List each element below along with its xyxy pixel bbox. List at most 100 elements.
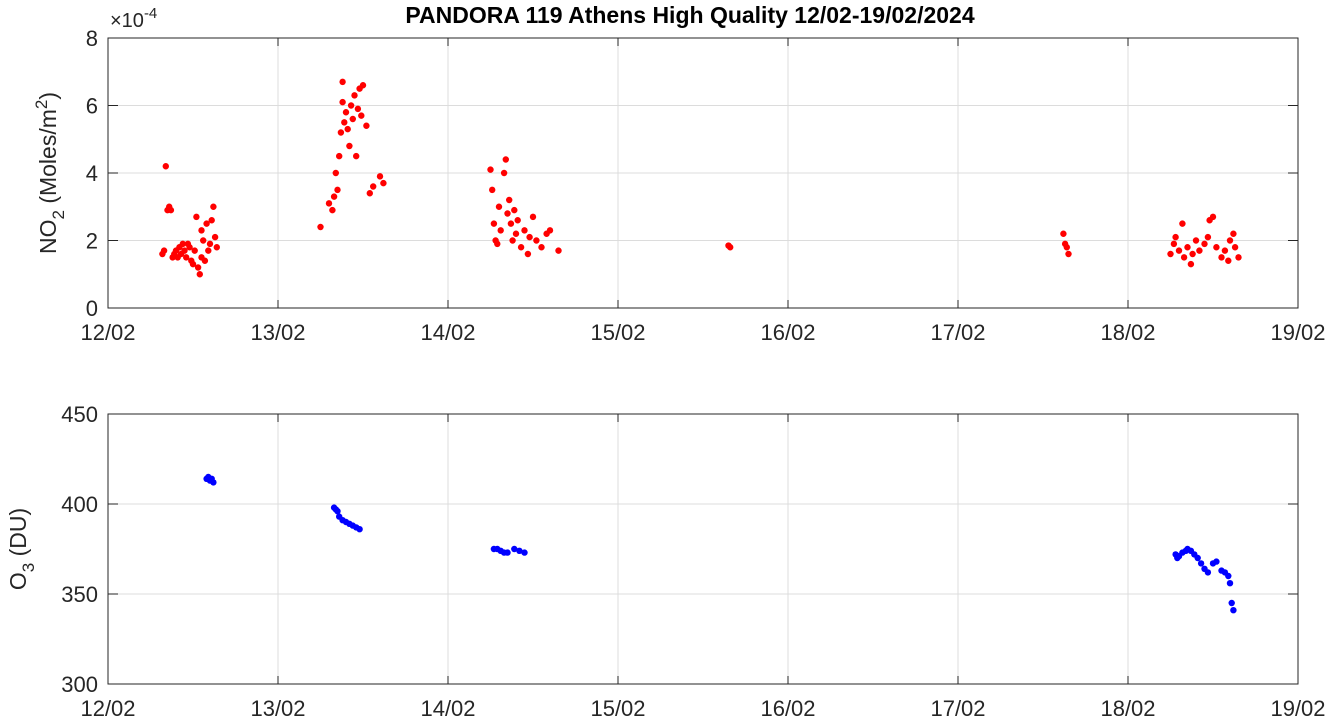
no2-data-point — [1209, 213, 1217, 221]
no2-data-point — [339, 98, 346, 106]
no2-data-point — [1221, 247, 1229, 254]
no2-grid — [108, 38, 1298, 308]
o3-data-point — [1225, 572, 1232, 580]
no2-data-point — [1218, 254, 1225, 261]
no2-data-point — [533, 237, 540, 244]
no2-y-label-sub: 2 — [49, 210, 68, 219]
no2-data-point — [210, 203, 217, 210]
no2-data-point — [512, 230, 520, 237]
no2-data-point — [353, 152, 360, 160]
no2-data-point — [1063, 244, 1071, 251]
o3-data-point — [1204, 569, 1212, 576]
no2-data-point — [1179, 220, 1186, 227]
no2-data-point — [336, 152, 343, 160]
no2-data-point — [349, 115, 356, 123]
no2-data-point — [1189, 250, 1196, 258]
o3-data-point — [1194, 554, 1201, 562]
no2-y-axis-label: NO2 (Moles/m2) — [32, 92, 68, 254]
no2-y-tick-label: 0 — [86, 296, 98, 321]
no2-data-point — [366, 190, 373, 197]
o3-data-point — [1197, 560, 1205, 567]
no2-data-point — [334, 186, 341, 194]
o3-data-point — [1228, 599, 1235, 607]
no2-x-tick-label: 16/02 — [760, 320, 815, 345]
no2-data-point — [1231, 244, 1239, 251]
o3-x-tick-label: 18/02 — [1100, 696, 1155, 721]
no2-data-point — [1172, 233, 1179, 241]
no2-data-point — [524, 250, 532, 258]
no2-data-point — [167, 206, 175, 214]
no2-exponent-prefix: ×10 — [110, 10, 144, 32]
no2-data-point — [347, 102, 355, 109]
no2-data-point — [526, 233, 533, 241]
no2-data-point — [183, 254, 190, 261]
no2-data-point — [346, 142, 353, 150]
o3-plot-frame — [107, 413, 1299, 685]
no2-data-point — [500, 169, 508, 177]
no2-data-point — [555, 247, 562, 254]
no2-panel: 12/02 13/02 14/02 15/02 16/02 17/02 18/02 19/02… — [32, 5, 1326, 345]
no2-y-label-units: (Moles/m — [35, 109, 61, 210]
o3-ticks: 12/02 13/02 14/02 15/02 16/02 17/02 18/02 19/02… — [61, 402, 1325, 721]
no2-data-point — [198, 227, 205, 234]
no2-data-point — [205, 247, 212, 254]
no2-data-point — [189, 260, 197, 268]
no2-data-point — [1184, 244, 1191, 251]
o3-data-point — [511, 545, 518, 553]
no2-data-point — [502, 156, 509, 163]
no2-data-point — [332, 169, 339, 177]
chart-title: PANDORA 119 Athens High Quality 12/02-19… — [405, 2, 974, 28]
no2-data-point — [160, 247, 168, 254]
o3-data-point — [1213, 558, 1220, 565]
no2-x-tick-label: 13/02 — [250, 320, 305, 345]
no2-data-point — [727, 244, 734, 251]
o3-data-point — [356, 526, 363, 533]
no2-x-tick-label: 14/02 — [420, 320, 475, 345]
no2-data-point — [521, 227, 528, 234]
no2-exponent: ×10-4 — [110, 5, 157, 32]
o3-data-point — [1226, 580, 1234, 587]
o3-y-label-main: O — [5, 572, 31, 590]
no2-data-point — [529, 213, 537, 221]
o3-y-tick-label: 450 — [61, 402, 98, 427]
no2-data-point — [487, 166, 494, 173]
no2-data-point — [337, 129, 345, 136]
no2-data-point — [509, 237, 516, 244]
no2-data-point — [186, 244, 193, 251]
o3-data-point — [504, 549, 511, 556]
o3-plot-area — [108, 414, 1298, 684]
o3-grid — [108, 414, 1298, 684]
o3-panel: 12/02 13/02 14/02 15/02 16/02 17/02 18/02 19/02… — [5, 402, 1326, 721]
no2-x-tick-label: 18/02 — [1100, 320, 1155, 345]
no2-data-point — [376, 173, 384, 180]
no2-data-point — [194, 264, 202, 271]
no2-data-point — [511, 206, 518, 214]
no2-data-point — [1065, 250, 1072, 258]
no2-data-point — [1060, 230, 1067, 237]
o3-data-point — [334, 508, 341, 515]
no2-data-point — [514, 217, 521, 224]
no2-data-point — [317, 223, 324, 231]
no2-data-point — [351, 92, 358, 99]
no2-data-point — [538, 244, 545, 251]
no2-y-tick-label: 2 — [86, 229, 98, 254]
o3-y-label-sub: 3 — [19, 563, 38, 572]
no2-data-point — [504, 210, 511, 217]
no2-data-point — [1167, 250, 1174, 258]
no2-data-point — [1180, 254, 1188, 261]
no2-ticks: 12/02 13/02 14/02 15/02 16/02 17/02 18/02 19/02… — [80, 26, 1325, 345]
no2-exponent-power: -4 — [144, 5, 157, 22]
o3-x-tick-label: 17/02 — [930, 696, 985, 721]
no2-data-point — [1235, 254, 1242, 261]
no2-data-point — [370, 183, 377, 190]
o3-x-tick-label: 14/02 — [420, 696, 475, 721]
no2-data-point — [494, 240, 501, 248]
no2-data-point — [203, 220, 210, 227]
no2-data-point — [1230, 230, 1237, 237]
o3-x-tick-label: 19/02 — [1270, 696, 1325, 721]
no2-data-point — [1213, 244, 1220, 251]
no2-data-point — [1192, 237, 1200, 244]
no2-data-point — [1170, 240, 1178, 248]
no2-data-point — [342, 109, 350, 116]
